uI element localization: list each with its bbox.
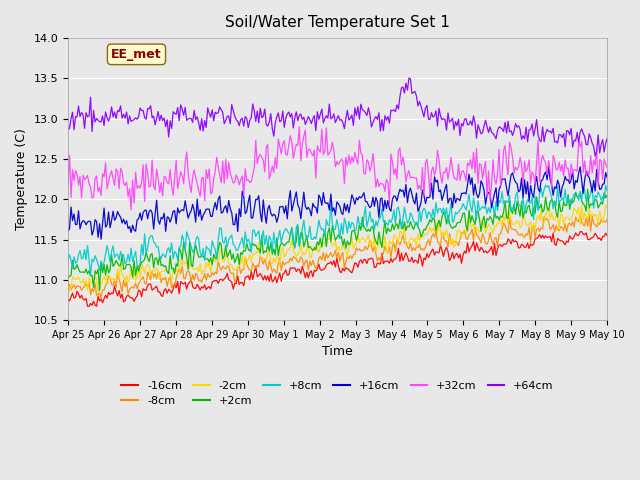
- Y-axis label: Temperature (C): Temperature (C): [15, 128, 28, 230]
- Title: Soil/Water Temperature Set 1: Soil/Water Temperature Set 1: [225, 15, 450, 30]
- Text: EE_met: EE_met: [111, 48, 162, 61]
- X-axis label: Time: Time: [322, 345, 353, 359]
- Legend: -16cm, -8cm, -2cm, +2cm, +8cm, +16cm, +32cm, +64cm: -16cm, -8cm, -2cm, +2cm, +8cm, +16cm, +3…: [117, 376, 558, 411]
